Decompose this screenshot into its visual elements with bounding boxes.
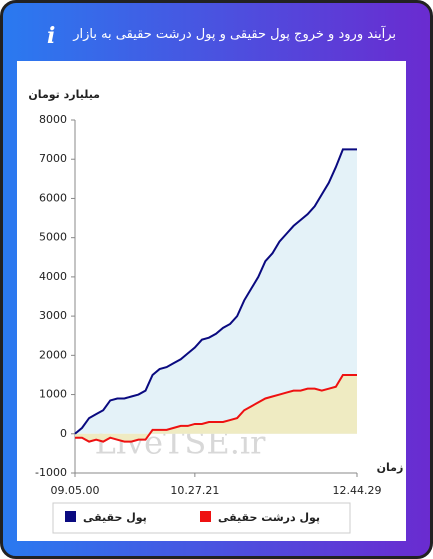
y-tick-label: 0: [60, 427, 67, 440]
y-tick-label: 6000: [39, 191, 67, 204]
y-tick-label: 5000: [39, 231, 67, 244]
legend-label: پول درشت حقیقی: [218, 511, 320, 524]
info-icon[interactable]: i: [47, 23, 56, 49]
line: [75, 373, 357, 443]
y-tick-label: 3000: [39, 309, 67, 322]
legend-label: پول حقیقی: [83, 511, 147, 524]
widget-title: برآیند ورود و خروج پول حقیقی و پول درشت …: [73, 27, 396, 42]
y-tick-label: 2000: [39, 348, 67, 361]
y-tick-label: 4000: [39, 270, 67, 283]
legend-swatch: [200, 511, 211, 522]
line: [74, 148, 357, 435]
x-tick-label: 09.05.00: [51, 484, 100, 497]
x-tick-label: 12.44.29: [333, 484, 382, 497]
y-tick-label: 8000: [39, 113, 67, 126]
area: [75, 374, 357, 442]
legend-swatch: [65, 511, 76, 522]
y-tick-label: -1000: [35, 466, 67, 479]
x-axis-label: زمان: [377, 461, 404, 474]
y-axis-label: میلیارد تومان: [28, 88, 100, 101]
y-tick-label: 7000: [39, 152, 67, 165]
x-tick-label: 10.27.21: [170, 484, 219, 497]
y-tick-label: 1000: [39, 388, 67, 401]
area: [75, 149, 357, 434]
